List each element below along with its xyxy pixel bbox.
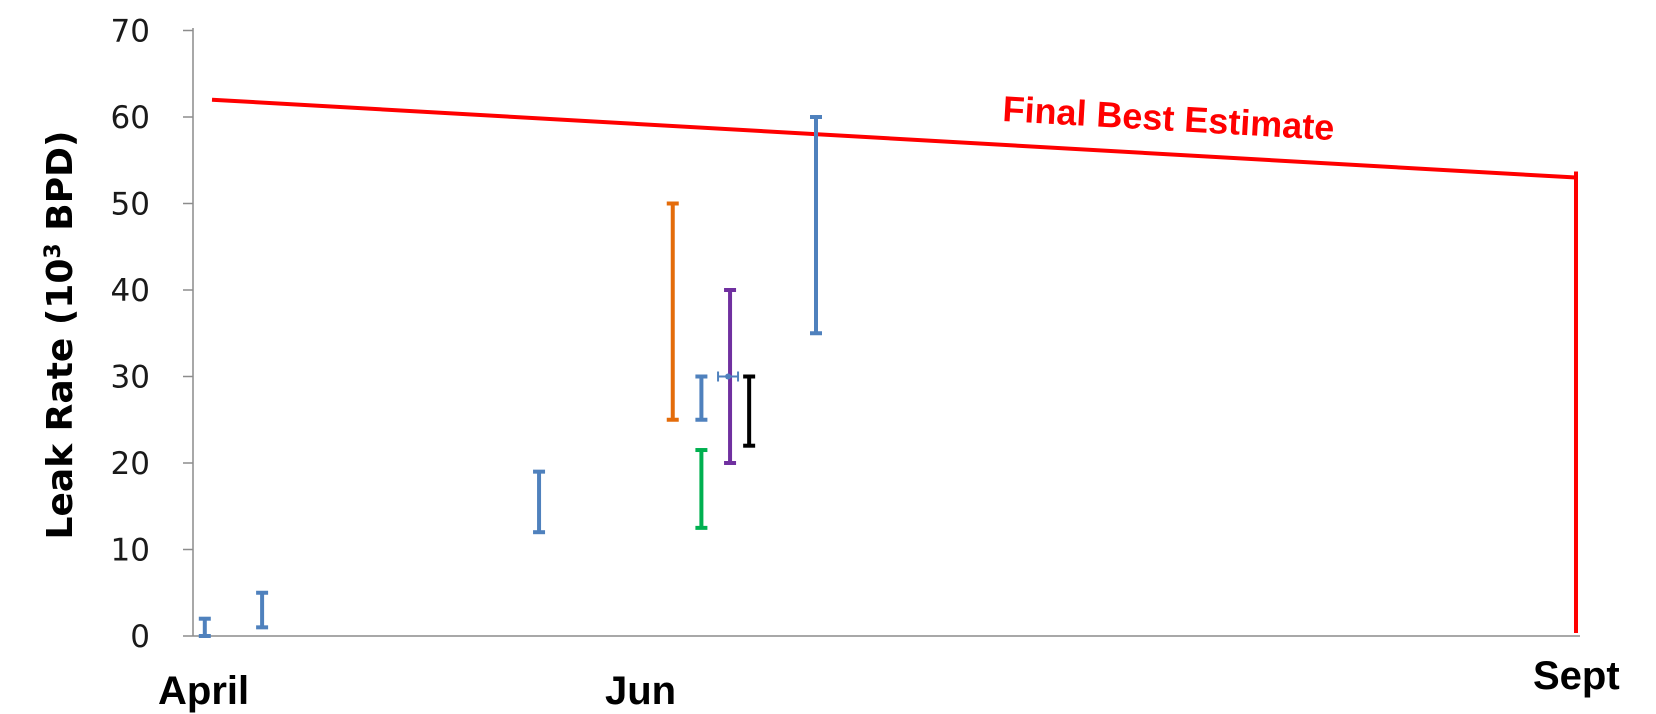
- y-tick-label: 50: [111, 187, 150, 223]
- y-tick-label: 10: [111, 533, 150, 569]
- y-tick-label: 70: [111, 14, 150, 50]
- error-bar: [810, 115, 822, 336]
- point-marker: [717, 371, 740, 382]
- error-bar: [666, 201, 679, 422]
- y-tick-label: 30: [111, 360, 150, 396]
- x-tick-label-april: April: [158, 669, 249, 713]
- error-bar: [695, 448, 708, 530]
- error-bar: [198, 616, 211, 638]
- y-axis-title-unit: BPD): [40, 131, 81, 244]
- y-axis-ticks: 0 10 20 30 40 50 60 70: [111, 14, 193, 655]
- x-tick-label-sept: Sept: [1533, 654, 1620, 698]
- error-bar: [533, 469, 546, 535]
- y-tick-label: 20: [111, 446, 150, 482]
- y-axis-title: Leak Rate (103 BPD): [40, 131, 81, 540]
- y-tick-label: 60: [111, 100, 150, 136]
- y-tick-label: 40: [111, 273, 150, 309]
- x-tick-label-jun: Jun: [605, 669, 676, 713]
- error-bar: [695, 374, 708, 422]
- y-tick-label: 0: [130, 619, 150, 655]
- final-best-estimate-line: [211, 97, 1577, 180]
- point-marker-dot: [725, 373, 732, 380]
- final-best-estimate-label: Final Best Estimate: [1002, 88, 1336, 148]
- error-bar: [256, 590, 269, 630]
- error-bar: [743, 374, 756, 448]
- y-axis-title-exponent: 3: [41, 243, 66, 258]
- y-axis-title-main: Leak Rate (10: [40, 259, 81, 540]
